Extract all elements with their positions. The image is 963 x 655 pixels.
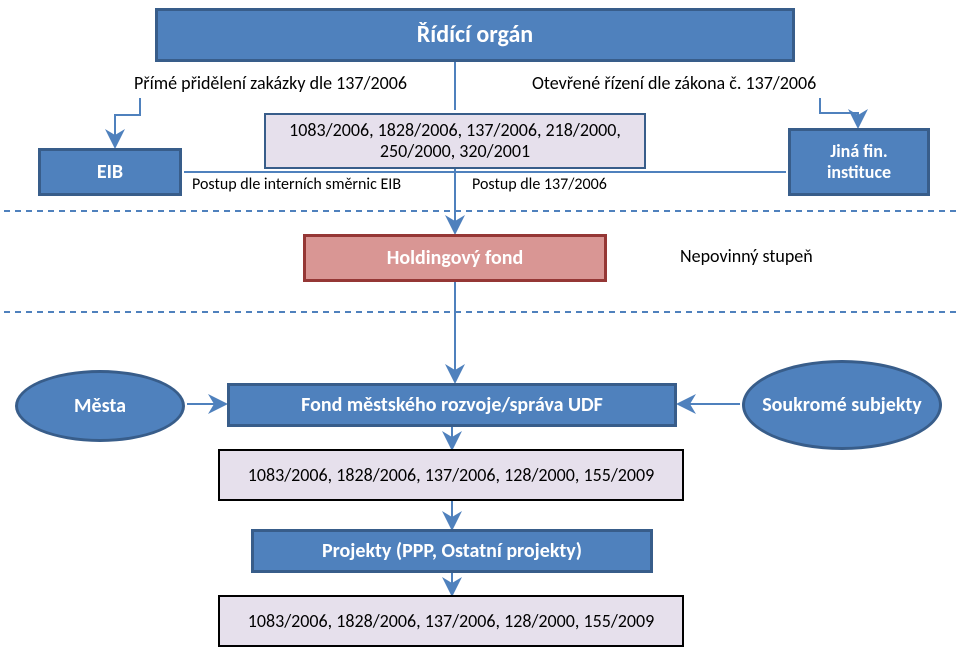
- node-ridici: Řídící orgán: [155, 8, 795, 62]
- node-info3: 1083/2006, 1828/2006, 137/2006, 128/2000…: [218, 595, 684, 647]
- node-info1: 1083/2006, 1828/2006, 137/2006, 218/2000…: [264, 113, 646, 169]
- label-otevr: Otevřené řízení dle zákona č. 137/2006: [532, 72, 922, 94]
- label-prime: Přímé přidělení zakázky dle 137/2006: [134, 72, 504, 94]
- label-postup_eib: Postup dle interních směrnic EIB: [192, 175, 452, 194]
- label-postup_137: Postup dle 137/2006: [472, 175, 672, 194]
- node-soukrome: Soukromé subjekty: [742, 360, 942, 450]
- node-fond_udf: Fond městského rozvoje/správa UDF: [227, 383, 677, 427]
- node-info2: 1083/2006, 1828/2006, 137/2006, 128/2000…: [218, 449, 684, 501]
- label-nepovinny: Nepovinný stupeň: [680, 245, 920, 267]
- node-holding: Holdingový fond: [303, 234, 607, 282]
- edge: [820, 98, 858, 125]
- node-eib: EIB: [38, 148, 182, 196]
- node-projekty: Projekty (PPP, Ostatní projekty): [251, 529, 653, 573]
- node-jina: Jiná fin. instituce: [788, 128, 930, 196]
- edge: [115, 98, 140, 145]
- node-mesta: Města: [15, 370, 185, 442]
